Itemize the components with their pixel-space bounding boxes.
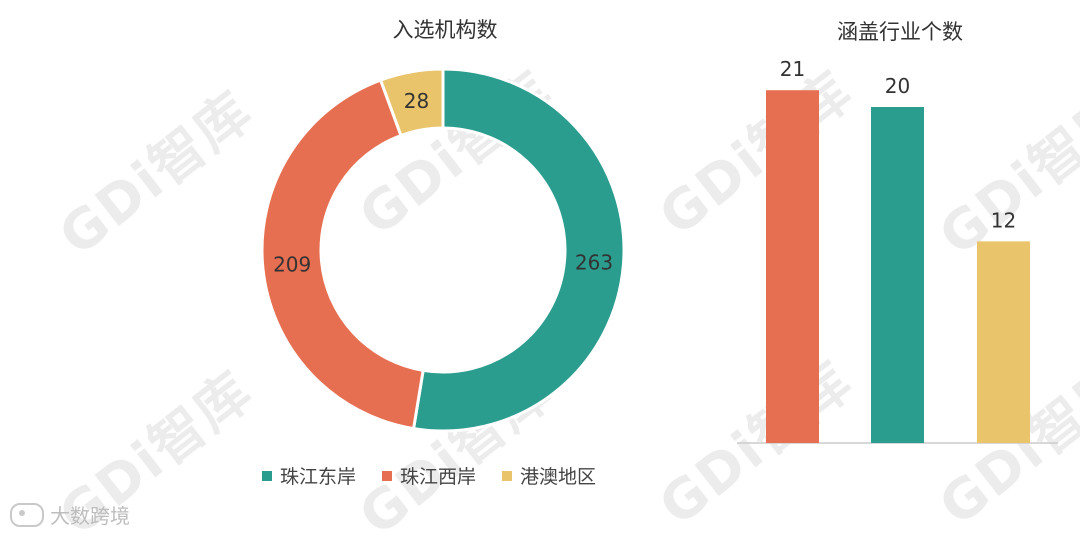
donut-value-label: 28 — [404, 89, 429, 113]
bar — [871, 107, 924, 443]
source-logo: 大数跨境 — [10, 500, 130, 529]
donut-value-label: 263 — [575, 250, 613, 274]
bar-value-label: 21 — [780, 57, 805, 81]
legend-item-hkmo: 港澳地区 — [502, 462, 596, 489]
bar-value-label: 20 — [885, 74, 910, 98]
bar — [977, 241, 1030, 443]
logo-icon — [10, 502, 44, 527]
bar-value-label: 12 — [991, 208, 1016, 232]
legend-swatch-east — [262, 470, 272, 481]
legend-label-east: 珠江东岸 — [280, 466, 357, 488]
donut-slice — [411, 67, 626, 433]
legend-item-east: 珠江东岸 — [262, 462, 356, 489]
legend-item-west: 珠江西岸 — [382, 462, 476, 489]
donut-value-label: 209 — [273, 252, 311, 276]
donut-slice — [378, 67, 445, 138]
donut-slice — [260, 78, 425, 431]
donut-legend: 珠江东岸 珠江西岸 港澳地区 — [262, 462, 596, 489]
legend-label-west: 珠江西岸 — [400, 466, 477, 488]
charts-canvas: 263 209 28 21 20 12 — [260, 57, 1058, 444]
bar — [766, 90, 819, 443]
bar-chart-title: 涵盖行业个数 — [837, 20, 963, 44]
source-logo-text: 大数跨境 — [50, 504, 130, 528]
legend-label-hkmo: 港澳地区 — [520, 466, 597, 488]
legend-swatch-west — [382, 470, 393, 481]
legend-swatch-hkmo — [502, 470, 513, 481]
donut-chart-title: 入选机构数 — [392, 18, 498, 42]
